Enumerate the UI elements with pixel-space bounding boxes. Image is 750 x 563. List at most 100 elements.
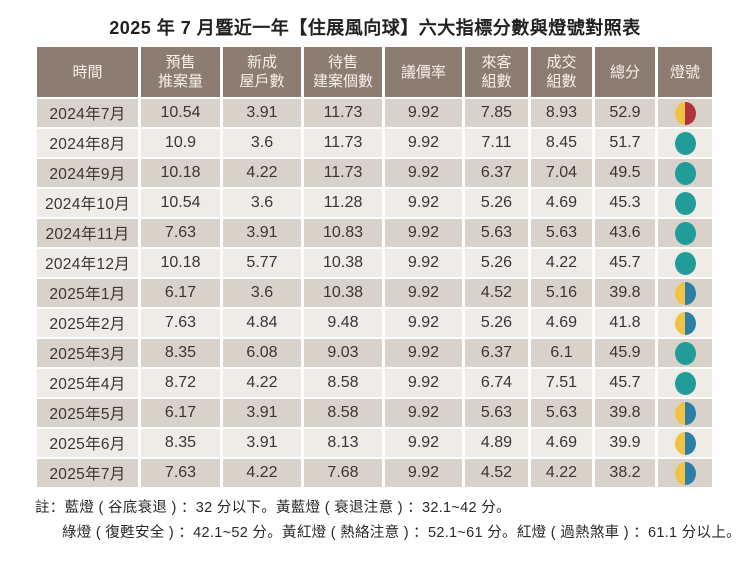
value-cell: 8.35 — [141, 429, 220, 457]
header-label: 組數 — [481, 73, 512, 90]
page-title: 2025 年 7 月暨近一年【住展風向球】六大指標分數與燈號對照表 — [109, 18, 641, 38]
status-light-yellow-blue-icon — [674, 431, 696, 455]
header-label: 建案個數 — [312, 73, 373, 90]
value-cell: 7.68 — [304, 459, 382, 487]
value-cell: 6.37 — [465, 339, 528, 367]
value-cell: 8.58 — [304, 369, 382, 397]
value-cell: 51.7 — [595, 129, 655, 157]
value-cell: 10.18 — [141, 159, 220, 187]
value-cell: 9.92 — [385, 309, 462, 337]
value-cell: 5.26 — [465, 189, 528, 217]
time-cell: 2025年1月 — [37, 279, 138, 307]
value-cell: 8.45 — [531, 129, 592, 157]
value-cell: 9.92 — [385, 369, 462, 397]
status-light-green-icon — [674, 341, 696, 365]
status-light-yellow-blue-icon — [674, 461, 696, 485]
header-label: 來客 — [481, 54, 512, 71]
time-cell: 2024年12月 — [37, 249, 138, 277]
value-cell: 39.8 — [595, 279, 655, 307]
value-cell: 9.92 — [385, 399, 462, 427]
value-cell: 9.03 — [304, 339, 382, 367]
value-cell: 10.18 — [141, 249, 220, 277]
value-cell: 8.58 — [304, 399, 382, 427]
value-cell: 4.22 — [223, 459, 301, 487]
value-cell: 10.54 — [141, 99, 220, 127]
value-cell: 11.73 — [304, 129, 382, 157]
value-cell: 9.92 — [385, 339, 462, 367]
value-cell: 8.72 — [141, 369, 220, 397]
value-cell: 11.73 — [304, 159, 382, 187]
header-label: 預售 — [165, 54, 196, 71]
value-cell: 4.69 — [531, 429, 592, 457]
time-cell: 2024年8月 — [37, 129, 138, 157]
value-cell: 52.9 — [595, 99, 655, 127]
value-cell: 9.92 — [385, 279, 462, 307]
value-cell: 38.2 — [595, 459, 655, 487]
status-light-yellow-blue-icon — [674, 281, 696, 305]
value-cell: 49.5 — [595, 159, 655, 187]
light-cell — [658, 189, 712, 217]
value-cell: 5.77 — [223, 249, 301, 277]
value-cell: 4.69 — [531, 189, 592, 217]
value-cell: 8.93 — [531, 99, 592, 127]
value-cell: 5.63 — [531, 399, 592, 427]
value-cell: 3.6 — [223, 279, 301, 307]
time-cell: 2024年11月 — [37, 219, 138, 247]
light-cell — [658, 129, 712, 157]
value-cell: 5.63 — [465, 399, 528, 427]
legend-note-line2: 綠燈 ( 復甦安全 ) ：42.1~52 分。黃紅燈 ( 熱絡注意 ) ：52.… — [62, 525, 741, 541]
header-cell-4: 議價率 — [385, 47, 462, 97]
value-cell: 9.92 — [385, 99, 462, 127]
indicator-table: 時間 預售 推案量 新成 屋戶數 待售 建案個數 議價率 來客 組數 成交 組數 總分 燈號 2024年7月… — [37, 47, 712, 487]
status-light-yellow-red-icon — [674, 101, 696, 125]
value-cell: 4.22 — [531, 459, 592, 487]
value-cell: 4.52 — [465, 279, 528, 307]
value-cell: 4.52 — [465, 459, 528, 487]
header-label: 待售 — [327, 54, 358, 71]
light-cell — [658, 309, 712, 337]
time-cell: 2025年3月 — [37, 339, 138, 367]
header-label: 組數 — [546, 73, 577, 90]
value-cell: 10.54 — [141, 189, 220, 217]
header-label: 議價率 — [400, 63, 446, 81]
time-cell: 2024年7月 — [37, 99, 138, 127]
value-cell: 6.1 — [531, 339, 592, 367]
status-light-yellow-blue-icon — [674, 311, 696, 335]
value-cell: 9.92 — [385, 159, 462, 187]
value-cell: 9.92 — [385, 189, 462, 217]
header-label: 新成 — [246, 54, 277, 71]
value-cell: 7.11 — [465, 129, 528, 157]
value-cell: 9.92 — [385, 249, 462, 277]
light-cell — [658, 369, 712, 397]
value-cell: 4.22 — [223, 369, 301, 397]
value-cell: 45.7 — [595, 369, 655, 397]
header-label: 總分 — [609, 63, 640, 81]
value-cell: 3.91 — [223, 399, 301, 427]
value-cell: 11.73 — [304, 99, 382, 127]
value-cell: 4.22 — [531, 249, 592, 277]
header-cell-7: 總分 — [595, 47, 655, 97]
value-cell: 6.74 — [465, 369, 528, 397]
value-cell: 4.69 — [531, 309, 592, 337]
light-cell — [658, 279, 712, 307]
value-cell: 9.92 — [385, 459, 462, 487]
value-cell: 9.92 — [385, 129, 462, 157]
header-label: 成交 — [546, 54, 577, 71]
value-cell: 4.22 — [223, 159, 301, 187]
value-cell: 10.9 — [141, 129, 220, 157]
value-cell: 10.83 — [304, 219, 382, 247]
value-cell: 3.91 — [223, 219, 301, 247]
value-cell: 45.3 — [595, 189, 655, 217]
value-cell: 11.28 — [304, 189, 382, 217]
header-cell-0: 時間 — [37, 47, 138, 97]
header-cell-2: 新成 屋戶數 — [223, 47, 301, 97]
header-cell-8: 燈號 — [658, 47, 712, 97]
light-cell — [658, 459, 712, 487]
value-cell: 9.92 — [385, 429, 462, 457]
value-cell: 5.16 — [531, 279, 592, 307]
time-cell: 2024年10月 — [37, 189, 138, 217]
time-cell: 2025年2月 — [37, 309, 138, 337]
time-cell: 2025年6月 — [37, 429, 138, 457]
status-light-green-icon — [674, 161, 696, 185]
